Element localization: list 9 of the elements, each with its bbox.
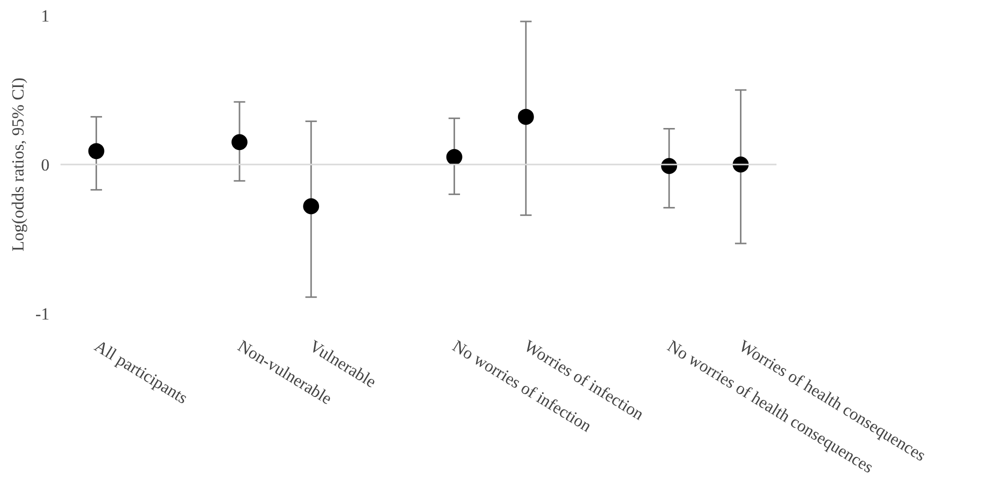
point xyxy=(446,149,462,166)
point xyxy=(232,134,248,150)
point xyxy=(88,143,104,160)
y-axis-title: Log(odds ratios, 95% CI) xyxy=(8,78,28,252)
point xyxy=(303,198,320,214)
y-tick-label: -1 xyxy=(35,304,50,324)
y-tick-label: 1 xyxy=(41,6,50,26)
point xyxy=(518,108,534,125)
y-tick-label: 0 xyxy=(41,156,50,174)
